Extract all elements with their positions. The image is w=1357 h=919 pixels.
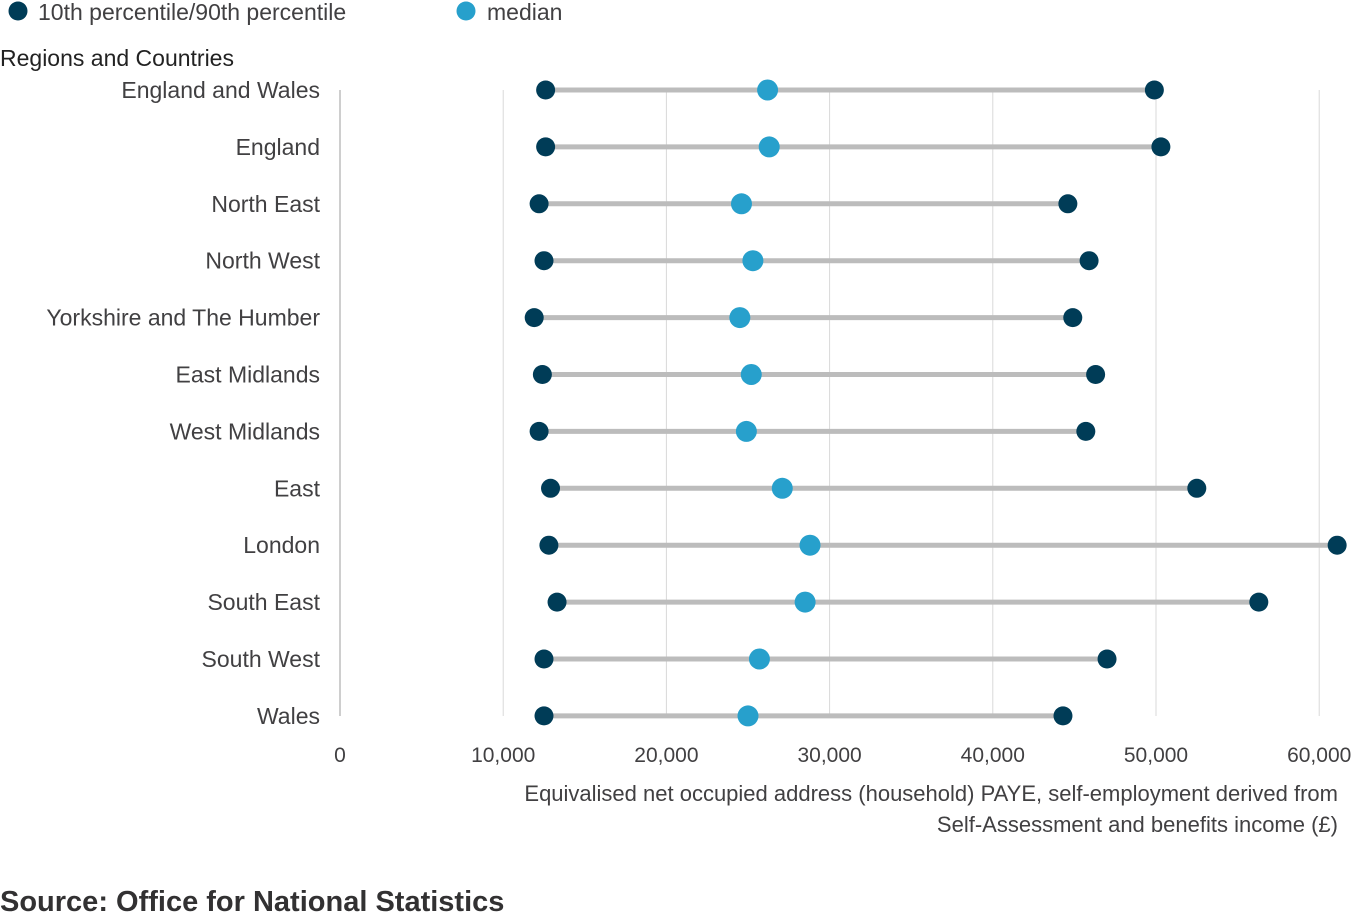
x-tick-label: 40,000 bbox=[961, 744, 1025, 767]
x-tick-label: 10,000 bbox=[471, 744, 535, 767]
p90-point bbox=[1079, 251, 1099, 271]
data-marks bbox=[524, 79, 1347, 727]
legend-percentile-marker bbox=[8, 1, 28, 21]
p10-point bbox=[534, 706, 554, 726]
median-point bbox=[771, 477, 793, 499]
median-point bbox=[799, 534, 821, 556]
x-tick-label: 50,000 bbox=[1124, 744, 1188, 767]
category-label: West Midlands bbox=[170, 418, 320, 444]
p10-point bbox=[529, 421, 549, 441]
x-axis-title-line-2: Self-Assessment and benefits income (£) bbox=[937, 812, 1338, 837]
median-point bbox=[748, 648, 770, 670]
category-label: England and Wales bbox=[121, 77, 320, 103]
category-label: London bbox=[243, 532, 320, 558]
p90-point bbox=[1097, 649, 1117, 669]
category-label: North West bbox=[205, 248, 320, 274]
category-label: Wales bbox=[257, 703, 320, 729]
category-label: East Midlands bbox=[176, 362, 320, 388]
p90-point bbox=[1076, 421, 1096, 441]
p10-point bbox=[534, 649, 554, 669]
legend-percentile-label: 10th percentile/90th percentile bbox=[38, 0, 346, 25]
median-point bbox=[740, 364, 762, 385]
median-point bbox=[757, 79, 779, 101]
category-label: South East bbox=[207, 589, 320, 615]
p10-point bbox=[541, 478, 561, 498]
p10-point bbox=[536, 137, 556, 157]
x-tick-label: 20,000 bbox=[634, 744, 698, 767]
median-point bbox=[735, 420, 757, 442]
gridlines bbox=[339, 90, 1320, 716]
median-point bbox=[742, 250, 764, 272]
source-note: Source: Office for National Statistics bbox=[0, 886, 504, 914]
median-point bbox=[794, 591, 816, 613]
category-label: East bbox=[274, 475, 321, 501]
p90-point bbox=[1187, 478, 1207, 498]
p90-point bbox=[1086, 365, 1106, 384]
p10-point bbox=[524, 308, 544, 328]
x-tick-label: 60,000 bbox=[1287, 744, 1351, 767]
category-label: South West bbox=[202, 646, 321, 672]
y-axis-title: Regions and Countries bbox=[0, 45, 234, 71]
p10-point bbox=[534, 251, 554, 271]
p90-point bbox=[1053, 706, 1073, 726]
legend-median-label: median bbox=[487, 0, 562, 25]
median-point bbox=[729, 307, 751, 329]
category-labels: England and Wales England North East North … bbox=[46, 77, 320, 729]
x-axis-title-line-1: Equivalised net occupied address (househ… bbox=[524, 781, 1338, 806]
median-point bbox=[737, 705, 759, 727]
p10-point bbox=[532, 365, 552, 384]
p90-point bbox=[1058, 194, 1078, 214]
p90-point bbox=[1151, 137, 1171, 157]
p90-point bbox=[1144, 80, 1164, 100]
median-point bbox=[758, 136, 780, 158]
category-label: Yorkshire and The Humber bbox=[46, 305, 320, 331]
p10-point bbox=[536, 80, 556, 100]
category-label: England bbox=[236, 134, 320, 160]
x-tick-label: 0 bbox=[334, 744, 346, 767]
p90-point bbox=[1063, 308, 1083, 328]
p10-point bbox=[547, 592, 567, 612]
p90-point bbox=[1249, 592, 1269, 612]
p10-point bbox=[529, 194, 549, 214]
p90-point bbox=[1327, 535, 1347, 555]
x-axis-ticks: 0 10,000 20,000 30,000 40,000 50,000 60,000 bbox=[334, 744, 1351, 767]
median-point bbox=[730, 193, 752, 215]
category-label: North East bbox=[211, 191, 320, 217]
legend: 10th percentile/90th percentile median bbox=[8, 0, 562, 25]
legend-median-marker bbox=[456, 1, 476, 21]
p10-point bbox=[539, 535, 559, 555]
x-tick-label: 30,000 bbox=[797, 744, 861, 767]
